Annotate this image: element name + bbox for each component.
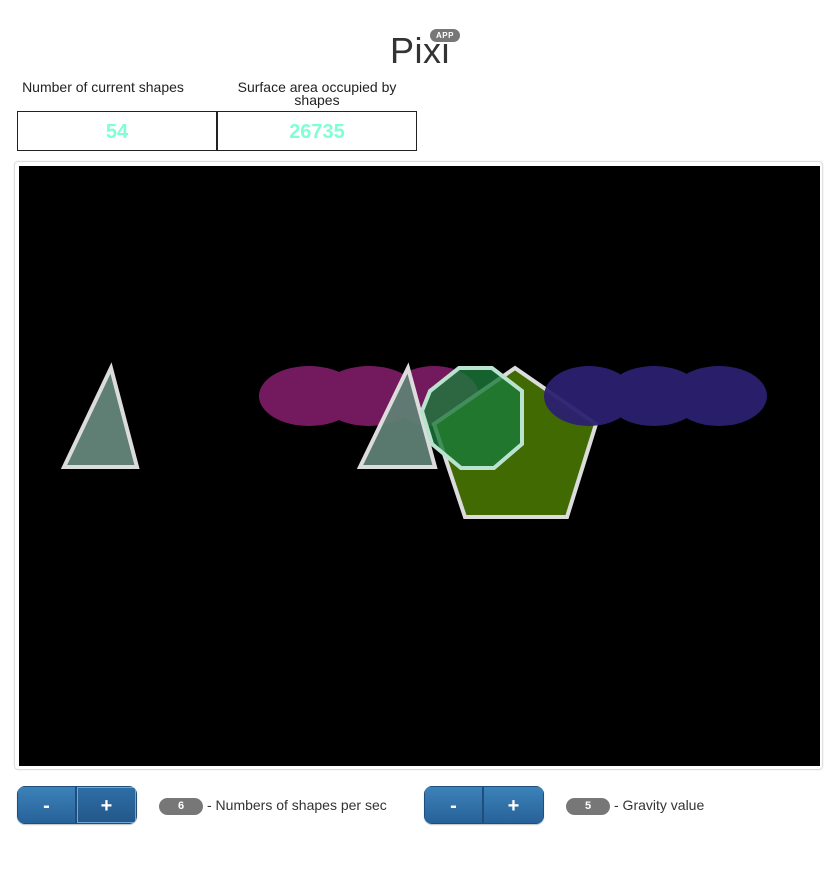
gravity-button-group: - + [424,786,544,824]
rate-indicator: 6- Numbers of shapes per sec [159,797,387,815]
shape-triangle [60,362,140,469]
shape-octagon [419,366,524,470]
decrease-rate-button[interactable]: - [17,786,76,824]
surface-area-label: Surface area occupied by shapes [237,79,397,108]
shape-cloud [544,366,767,426]
rate-label: - Numbers of shapes per sec [207,797,387,813]
decrease-gravity-button[interactable]: - [424,786,483,824]
gravity-value-badge: 5 [566,797,610,815]
surface-area-value: 26735 [217,111,417,151]
shape-triangle [356,362,438,469]
pixi-canvas[interactable] [19,166,820,766]
gravity-indicator: 5- Gravity value [566,797,704,815]
shapes-count-value: 54 [17,111,217,151]
increase-gravity-button[interactable]: + [483,786,544,824]
app-title: Pixi APP [390,28,460,74]
shapes-canvas[interactable] [19,166,820,766]
gravity-label: - Gravity value [614,797,705,813]
rate-value-badge: 6 [159,797,203,815]
shapes-count-label: Number of current shapes [22,79,184,95]
rate-button-group: - + [17,786,137,824]
increase-rate-button[interactable]: + [76,786,137,824]
header: Pixi APP [0,28,840,74]
app-badge: APP [429,29,460,42]
